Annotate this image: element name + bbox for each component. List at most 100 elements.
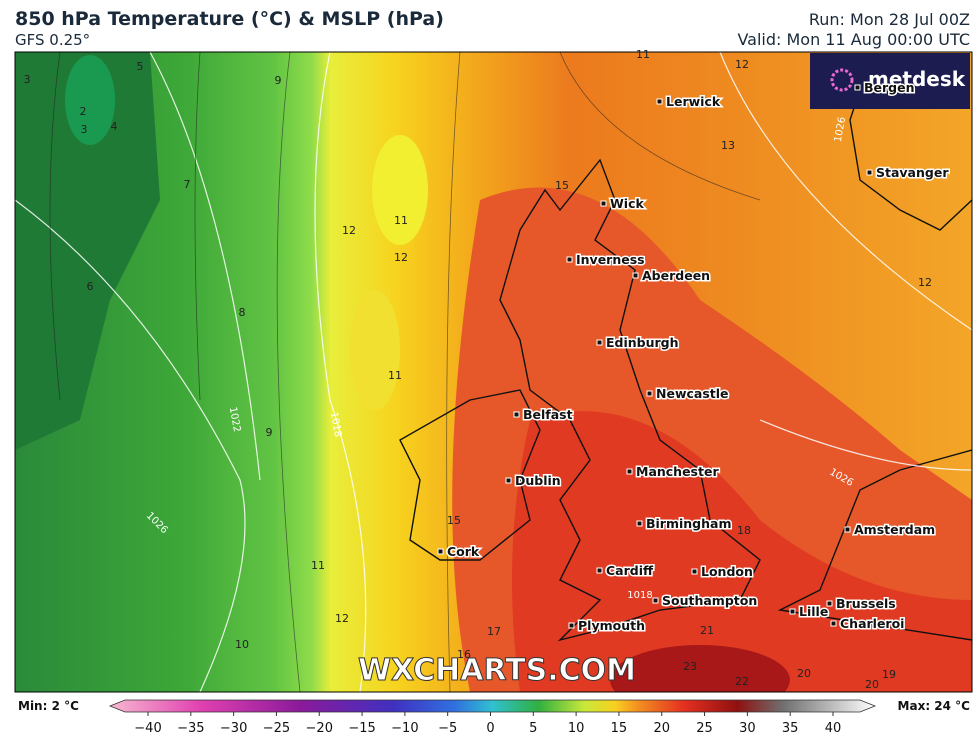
city-label: Bergen: [864, 80, 915, 95]
city-label: Stavanger: [876, 165, 949, 180]
colorbar-tick-label: 10: [568, 721, 585, 736]
colorbar-ticks: −40 −35 −30 −25 −20 −15 −10 −5 0 5 10 15 20 25 30 35 40: [134, 712, 841, 736]
isotherms: [49, 52, 761, 692]
contour-label: 7: [184, 178, 191, 191]
contour-label: 12: [918, 276, 932, 289]
colorbar-tick-label: 25: [696, 721, 713, 736]
city-marker: [600, 200, 607, 207]
watermark: WXCHARTS.COM: [358, 653, 636, 688]
colorbar-tick-label: 35: [782, 721, 799, 736]
contour-label: 10: [235, 638, 249, 651]
city-marker: [656, 98, 663, 105]
valid-time: Valid: Mon 11 Aug 00:00 UTC: [737, 30, 970, 49]
city-label: Inverness: [576, 252, 645, 267]
colorbar-tick-label: 15: [611, 721, 628, 736]
city-marker: [437, 548, 444, 555]
contour-label: 23: [683, 660, 697, 673]
contour-label: 21: [700, 624, 714, 637]
city-marker: [596, 567, 603, 574]
city-marker: [866, 169, 873, 176]
contour-label: 22: [735, 675, 749, 688]
contour-label: 3: [81, 123, 88, 136]
isobar-label: 1018: [328, 411, 343, 438]
isobars: [15, 52, 972, 692]
colorbar-tick-label: 30: [739, 721, 756, 736]
city-marker: [568, 622, 575, 629]
contour-label: 2: [80, 105, 87, 118]
contour-label: 20: [797, 667, 811, 680]
logo-box: [810, 53, 970, 109]
contour-label: 16: [457, 648, 471, 661]
city-label: Edinburgh: [606, 335, 679, 350]
city-marker: [626, 468, 633, 475]
contour-label: 11: [311, 559, 325, 572]
city-label: Aberdeen: [642, 268, 710, 283]
contour-label: 9: [266, 426, 273, 439]
colorbar-max: Max: 24 °C: [898, 699, 971, 713]
contour-label: 12: [735, 58, 749, 71]
city-label: Brussels: [836, 596, 896, 611]
contour-label: 17: [487, 625, 501, 638]
colorbar-tick-label: −20: [306, 721, 333, 736]
colorbar-tick-label: −35: [177, 721, 204, 736]
colorbar-tick-label: 20: [653, 721, 670, 736]
isobar-label: 1022: [227, 406, 242, 433]
isobar-label: 1026: [833, 116, 848, 143]
contour-label: 12: [342, 224, 356, 237]
city-label: Charleroi: [840, 616, 904, 631]
city-marker: [513, 411, 520, 418]
isobar-label: 1018: [627, 590, 652, 601]
city-marker: [632, 272, 639, 279]
city-label: Amsterdam: [854, 522, 935, 537]
map-field: [15, 52, 972, 692]
city-marker: [566, 256, 573, 263]
logo: metdesk: [868, 67, 966, 91]
map-border: [14, 51, 973, 693]
colorbar-tick-label: 40: [825, 721, 842, 736]
run-time: Run: Mon 28 Jul 00Z: [809, 10, 970, 29]
contour-label: 8: [239, 306, 246, 319]
contour-label: 13: [721, 139, 735, 152]
colorbar-tick-label: 0: [486, 721, 494, 736]
city-marker: [636, 520, 643, 527]
contour-label: 12: [394, 251, 408, 264]
contour-label: 18: [737, 524, 751, 537]
contour-label: 3: [24, 73, 31, 86]
contour-label: 19: [882, 668, 896, 681]
city-marker: [691, 568, 698, 575]
city-label: Cork: [447, 544, 480, 559]
city-label: Plymouth: [578, 618, 645, 633]
colorbar-tick-label: −5: [438, 721, 457, 736]
colorbar-tick-label: −40: [134, 721, 161, 736]
contour-label: 6: [87, 280, 94, 293]
colorbar-tick-label: −15: [348, 721, 375, 736]
colorbar-tick-label: 5: [529, 721, 537, 736]
logo-icon: [830, 68, 854, 92]
city-marker: [652, 597, 659, 604]
city-marker: [596, 339, 603, 346]
cold-core: [65, 55, 115, 145]
city-label: Manchester: [636, 464, 719, 479]
city-labels: Lerwick Bergen Stavanger Wick InvernessAberd…: [437, 79, 951, 635]
contour-label: 5: [137, 60, 144, 73]
city-label: Southampton: [662, 593, 757, 608]
colorbar-min: Min: 2 °C: [18, 699, 79, 713]
city-marker: [826, 600, 833, 607]
city-label: Newcastle: [656, 386, 729, 401]
contour-label: 11: [388, 369, 402, 382]
colorbar: [108, 699, 877, 713]
yellow-pocket: [350, 290, 400, 410]
coastline-ireland: [399, 389, 541, 561]
coastline-continent: [777, 59, 972, 641]
hot-core: [610, 645, 790, 692]
contour-label: 20: [865, 678, 879, 691]
contour-label: 9: [275, 74, 282, 87]
contour-label: 11: [636, 48, 650, 61]
city-marker: [505, 477, 512, 484]
contour-label: 15: [447, 514, 461, 527]
title: 850 hPa Temperature (°C) & MSLP (hPa): [15, 8, 444, 30]
contour-label: 11: [394, 214, 408, 227]
city-label: Lille: [799, 604, 828, 619]
city-label: Wick: [610, 196, 644, 211]
